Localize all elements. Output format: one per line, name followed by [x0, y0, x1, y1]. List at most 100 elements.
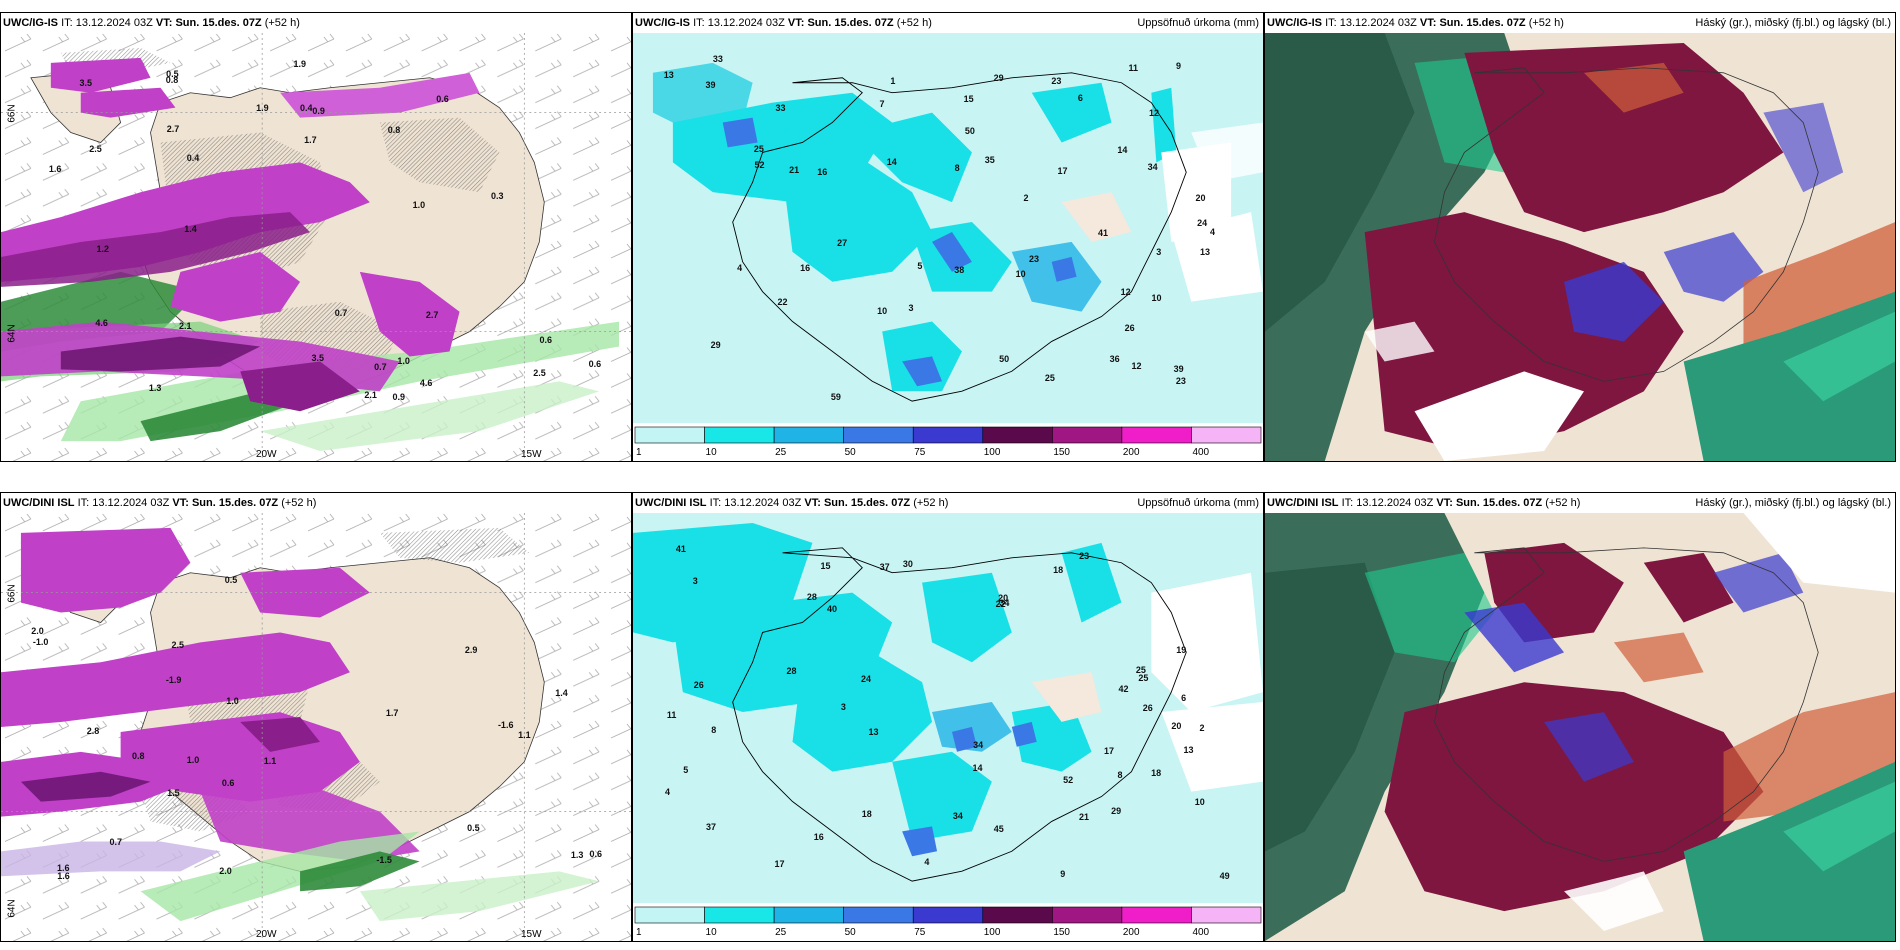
map-clouds	[1265, 33, 1895, 461]
value-label: 1.0	[397, 356, 410, 367]
legend-swatch	[634, 426, 705, 444]
value-label: 1.0	[186, 755, 200, 766]
lon-label-left: 20W	[256, 929, 277, 940]
lon-label-right: 15W	[521, 449, 542, 460]
value-label: 13	[663, 69, 674, 80]
panel-dini-precip: UWC/DINI ISL IT: 13.12.2024 03Z VT: Sun.…	[632, 492, 1264, 942]
value-label: 23	[1079, 550, 1090, 561]
value-label: 13	[1200, 246, 1211, 257]
value-label: 12	[1120, 287, 1131, 298]
value-label: 1.0	[226, 696, 239, 707]
value-label: 42	[1118, 683, 1129, 694]
value-label: 14	[1117, 144, 1128, 155]
value-label: 4	[737, 262, 743, 273]
value-label: 0.6	[589, 849, 603, 860]
value-label: 4.6	[95, 317, 108, 328]
value-label: 25	[1135, 665, 1146, 676]
panel-header: UWC/DINI ISL IT: 13.12.2024 03Z VT: Sun.…	[1265, 493, 1895, 513]
value-label: 2.9	[464, 645, 478, 656]
map-precipitation	[633, 33, 1263, 423]
value-label: 14	[972, 763, 983, 774]
value-label: 1.3	[148, 383, 162, 394]
panel-title: Háský (gr.), miðský (fj.bl.) og lágský (…	[1695, 17, 1891, 29]
issue-time: 13.12.2024 03Z	[75, 17, 153, 29]
value-label: 0.9	[312, 105, 325, 116]
lat-label-bottom: 64N	[6, 324, 18, 343]
model-name: UWC/DINI ISL	[635, 497, 707, 509]
value-label: 0.8	[387, 125, 401, 136]
panel-ig-clouds: UWC/IG-IS IT: 13.12.2024 03Z VT: Sun. 15…	[1264, 12, 1896, 462]
value-label: 39	[705, 79, 716, 90]
value-label: 20	[998, 592, 1009, 603]
legend-swatch	[1052, 426, 1123, 444]
value-label: 0.4	[299, 103, 313, 114]
value-label: 50	[964, 125, 975, 136]
value-label: 52	[754, 160, 765, 171]
value-label: -1.6	[497, 720, 514, 730]
value-label: 24	[860, 673, 871, 684]
value-label: 9	[1176, 61, 1182, 72]
value-label: 18	[1053, 565, 1064, 576]
value-label: 0.6	[221, 777, 235, 788]
legend-tick-label: 50	[845, 447, 857, 458]
value-label: 17	[774, 858, 785, 869]
legend-tick-label: 150	[1053, 927, 1070, 938]
lead-time: (+52 h)	[913, 497, 949, 509]
value-label: 0.7	[109, 837, 123, 848]
value-label: 22	[777, 296, 788, 307]
legend-swatch	[1191, 906, 1262, 924]
legend-swatch	[912, 906, 984, 924]
value-label: 36	[1109, 354, 1120, 365]
value-label: 1.3	[570, 850, 584, 861]
value-label: 1.1	[263, 756, 277, 767]
legend-swatch	[982, 426, 1053, 444]
value-label: 4.6	[419, 378, 433, 389]
issue-time: 13.12.2024 03Z	[724, 497, 802, 509]
model-name: UWC/IG-IS	[3, 17, 58, 29]
legend-swatch	[773, 906, 844, 924]
issue-time: 13.12.2024 03Z	[707, 17, 785, 29]
legend-tick-label: 200	[1123, 447, 1140, 458]
legend-swatch	[773, 426, 844, 444]
legend-swatch	[1052, 906, 1123, 924]
value-label: 10	[1151, 293, 1162, 304]
value-label: 45	[993, 824, 1004, 835]
legend-swatch	[704, 906, 775, 924]
legend-swatch	[1121, 426, 1192, 444]
value-label: 4	[1210, 226, 1216, 237]
value-label: 4	[664, 786, 670, 797]
value-label: 24	[1197, 218, 1208, 229]
value-label: 2.5	[89, 144, 102, 155]
value-label: 18	[861, 808, 872, 819]
value-label: 50	[999, 353, 1010, 364]
map-temperature	[1, 33, 631, 461]
value-label: 41	[675, 544, 686, 555]
value-label: 29	[1111, 805, 1122, 816]
value-label: 17	[1057, 166, 1068, 177]
legend-tick-label: 150	[1053, 447, 1070, 458]
issue-time: 13.12.2024 03Z	[1356, 497, 1434, 509]
legend-tick-label: 75	[914, 447, 926, 458]
value-label: 34	[999, 597, 1010, 608]
valid-time: Sun. 15.des. 07Z	[1455, 497, 1543, 509]
lon-label-right: 15W	[521, 929, 542, 940]
value-label: 2	[1023, 192, 1029, 203]
value-label: 40	[826, 604, 837, 615]
value-label: 0.7	[334, 307, 348, 318]
legend-tick-label: 100	[984, 447, 1001, 458]
value-label: 41	[1097, 227, 1108, 238]
vt-prefix: VT:	[172, 497, 189, 509]
lead-time: (+52 h)	[281, 497, 317, 509]
value-label: 0.5	[467, 822, 480, 833]
value-label: 26	[1142, 702, 1153, 713]
value-label: 27	[837, 237, 848, 248]
value-label: 2.0	[31, 626, 44, 637]
value-label: 59	[830, 391, 841, 402]
value-label: 26	[1124, 323, 1135, 334]
value-label: 0.5	[224, 574, 238, 585]
legend-tick-label: 10	[706, 927, 718, 938]
value-label: 3.5	[311, 352, 325, 363]
value-label: 18	[1151, 767, 1162, 778]
value-label: 11	[1128, 63, 1138, 74]
panel-header: UWC/DINI ISL IT: 13.12.2024 03Z VT: Sun.…	[633, 493, 1263, 513]
